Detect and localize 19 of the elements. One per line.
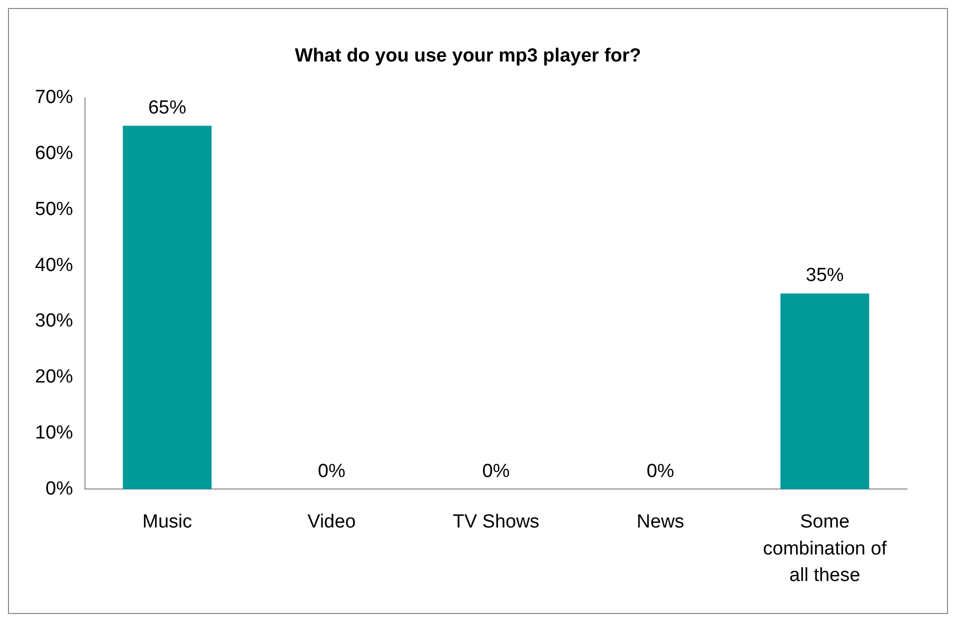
y-tick-label: 60%: [34, 142, 74, 164]
y-tick-label: 50%: [34, 198, 74, 220]
y-tick-label: 20%: [34, 366, 74, 388]
y-tick-label: 40%: [34, 254, 74, 276]
x-tick-label: Some combination of all these: [763, 512, 888, 586]
x-tick-label: Video: [307, 512, 356, 533]
data-label: 0%: [482, 460, 510, 482]
data-label: 35%: [806, 265, 844, 286]
x-tick-label: News: [636, 512, 684, 533]
chart-title: What do you use your mp3 player for?: [294, 46, 642, 67]
data-label: 65%: [148, 97, 186, 118]
data-label: 0%: [646, 460, 674, 482]
data-label: 0%: [318, 460, 346, 482]
y-tick-label: 0%: [46, 478, 74, 500]
y-tick-label: 10%: [34, 422, 74, 444]
y-tick-label: 70%: [34, 87, 74, 108]
x-tick-label: TV Shows: [452, 512, 540, 533]
y-tick-label: 30%: [34, 310, 74, 332]
x-tick-label: Music: [142, 512, 192, 533]
